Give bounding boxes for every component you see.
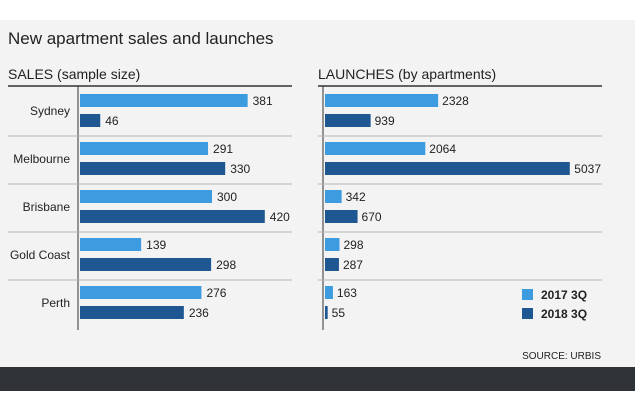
launches-value-label-sydney-2018-3q: 939 (375, 114, 395, 128)
source-note: SOURCE: URBIS (522, 351, 601, 362)
sales-bar-perth-2018-3q (80, 306, 184, 319)
sales-value-label-perth-2017-3q: 276 (206, 286, 226, 300)
sales-value-label-melbourne-2017-3q: 291 (213, 142, 233, 156)
launches-value-label-melbourne-2018-3q: 5037 (574, 162, 601, 176)
sales-bar-brisbane-2018-3q (80, 210, 265, 223)
sales-value-label-brisbane-2018-3q: 420 (270, 210, 290, 224)
legend-label-2017-3q: 2017 3Q (541, 288, 587, 302)
sales-value-label-gold-coast-2017-3q: 139 (146, 238, 166, 252)
sales-bar-sydney-2017-3q (80, 94, 248, 107)
sales-bar-perth-2017-3q (80, 286, 202, 299)
launches-value-label-melbourne-2017-3q: 2064 (429, 142, 456, 156)
launches-panel-title: LAUNCHES (by apartments) (318, 66, 496, 82)
sales-panel-title: SALES (sample size) (8, 66, 140, 82)
sales-bar-gold-coast-2017-3q (80, 238, 142, 251)
sales-bar-melbourne-2017-3q (80, 142, 209, 155)
launches-bar-perth-2018-3q (325, 306, 328, 319)
launches-bar-sydney-2018-3q (325, 114, 371, 127)
sales-value-label-melbourne-2018-3q: 330 (230, 162, 250, 176)
launches-bar-melbourne-2018-3q (325, 162, 570, 175)
chart-title: New apartment sales and launches (8, 29, 274, 48)
launches-bar-brisbane-2018-3q (325, 210, 358, 223)
launches-bar-gold-coast-2018-3q (325, 258, 339, 271)
launches-bar-gold-coast-2017-3q (325, 238, 340, 251)
sales-value-label-sydney-2018-3q: 46 (105, 114, 119, 128)
category-label-gold-coast: Gold Coast (10, 248, 71, 262)
legend-label-2018-3q: 2018 3Q (541, 307, 587, 321)
sales-value-label-sydney-2017-3q: 381 (253, 94, 273, 108)
launches-bar-brisbane-2017-3q (325, 190, 342, 203)
category-label-melbourne: Melbourne (13, 152, 70, 166)
footer-bar (0, 367, 635, 391)
launches-bar-sydney-2017-3q (325, 94, 439, 107)
launches-value-label-brisbane-2017-3q: 342 (346, 190, 366, 204)
sales-value-label-gold-coast-2018-3q: 298 (216, 258, 236, 272)
launches-bar-melbourne-2017-3q (325, 142, 426, 155)
sales-bar-gold-coast-2018-3q (80, 258, 212, 271)
sales-value-label-perth-2018-3q: 236 (189, 306, 209, 320)
sales-bar-brisbane-2017-3q (80, 190, 212, 203)
sales-bar-melbourne-2018-3q (80, 162, 226, 175)
category-label-sydney: Sydney (30, 104, 70, 118)
launches-value-label-sydney-2017-3q: 2328 (442, 94, 469, 108)
category-label-perth: Perth (41, 296, 70, 310)
launches-value-label-perth-2017-3q: 163 (337, 286, 357, 300)
launches-value-label-brisbane-2018-3q: 670 (362, 210, 382, 224)
sales-bar-sydney-2018-3q (80, 114, 101, 127)
launches-value-label-gold-coast-2017-3q: 298 (343, 238, 363, 252)
launches-value-label-perth-2018-3q: 55 (332, 306, 346, 320)
legend-swatch-2018-3q (522, 308, 533, 319)
category-label-brisbane: Brisbane (23, 200, 71, 214)
launches-bar-perth-2017-3q (325, 286, 333, 299)
sales-value-label-brisbane-2017-3q: 300 (217, 190, 237, 204)
legend-swatch-2017-3q (522, 289, 533, 300)
launches-value-label-gold-coast-2018-3q: 287 (343, 258, 363, 272)
